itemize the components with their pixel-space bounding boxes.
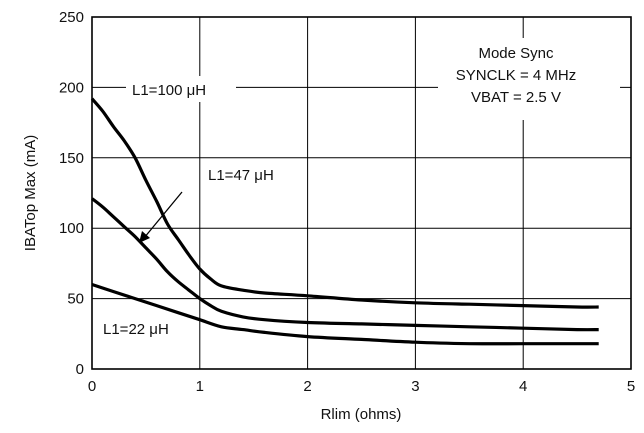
y-tick-label: 250 [59, 9, 84, 26]
y-tick-label: 150 [59, 150, 84, 167]
x-tick-label: 1 [196, 378, 204, 395]
x-axis-title: Rlim (ohms) [321, 406, 402, 423]
x-tick-label: 2 [303, 378, 311, 395]
y-tick-label: 100 [59, 220, 84, 237]
x-tick-label: 0 [88, 378, 96, 395]
y-axis-title: IBATop Max (mA) [22, 135, 39, 251]
series-group [90, 97, 599, 346]
pointer-arrow-line [143, 191, 183, 239]
annotation-line-2: SYNCLK = 4 MHz [456, 67, 576, 84]
x-tick-label: 3 [411, 378, 419, 395]
y-tick-label: 0 [76, 361, 84, 378]
plot-frame [91, 16, 632, 370]
series-line-l1-22uh [91, 282, 599, 346]
y-tick-label: 200 [59, 79, 84, 96]
annotation-line-1: Mode Sync [478, 45, 554, 62]
annotation-box [438, 38, 620, 120]
annotation-line-3: VBAT = 2.5 V [471, 89, 561, 106]
series-label-100uh: L1=100 μH [132, 82, 206, 99]
y-tick-label: 50 [67, 291, 84, 308]
series-line-l1-47uh [91, 197, 599, 332]
series-label-22uh: L1=22 μH [103, 321, 169, 338]
x-tick-label: 5 [627, 378, 635, 395]
series-label-47uh: L1=47 μH [208, 167, 274, 184]
label-bg-47uh [203, 161, 301, 187]
series-line-l1-100uh [90, 97, 599, 309]
pointer-arrowhead [139, 231, 150, 243]
label-bg-100uh [126, 76, 236, 102]
x-tick-label: 4 [519, 378, 527, 395]
